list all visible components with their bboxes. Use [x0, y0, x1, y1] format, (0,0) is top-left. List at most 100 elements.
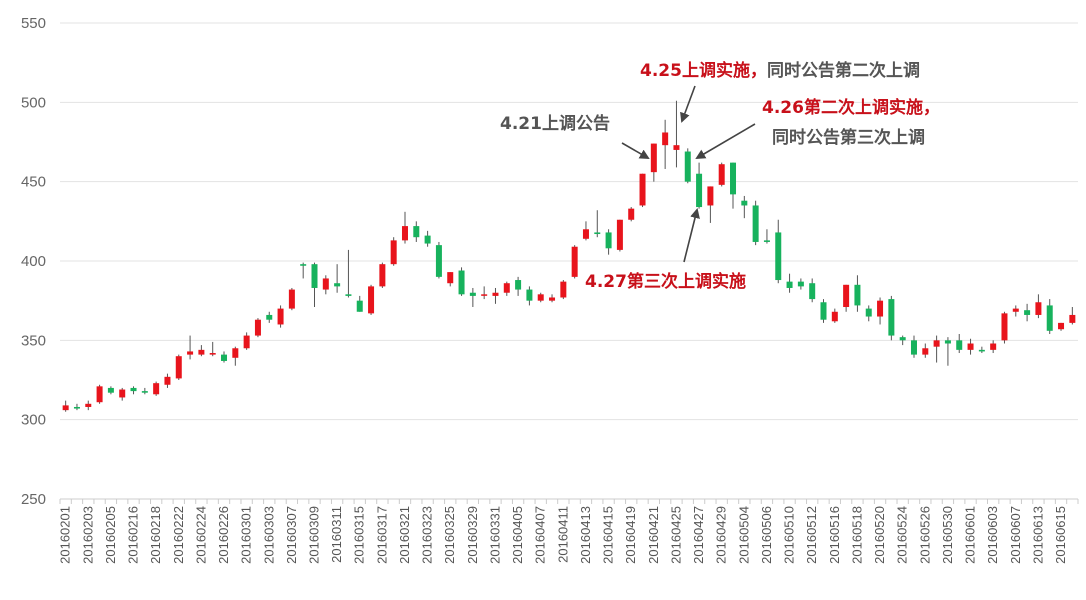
- candle-body-up: [707, 186, 714, 206]
- candle-body-down: [130, 387, 137, 392]
- candle-body-up: [322, 278, 329, 290]
- candle: [1035, 294, 1042, 319]
- candle-body-down: [221, 354, 228, 361]
- candle: [1001, 311, 1008, 344]
- candle: [990, 340, 997, 354]
- annotation: 4.26第二次上调实施，: [695, 97, 940, 160]
- candle-body-up: [967, 343, 974, 350]
- candle-body-down: [300, 264, 307, 266]
- x-tick-label: 20160203: [80, 506, 95, 564]
- candle-body-down: [978, 349, 985, 352]
- candle-body-down: [696, 173, 703, 208]
- x-tick-label: 20160601: [963, 506, 978, 564]
- gridlines: [60, 22, 1078, 500]
- candle-body-up: [390, 240, 397, 265]
- candle: [730, 162, 737, 209]
- candle: [356, 295, 363, 312]
- candle-body-up: [175, 356, 182, 379]
- x-tick-label: 20160524: [895, 506, 910, 564]
- candle-body-down: [730, 162, 737, 195]
- x-tick-label: 20160607: [1008, 506, 1023, 564]
- x-axis: 20160201 20160203 20160205 20160216 20160218…: [58, 498, 1079, 564]
- candle-body-up: [933, 340, 940, 347]
- candle: [831, 308, 838, 323]
- annotation-arrow: [680, 85, 696, 123]
- x-tick-label: 20160315: [352, 506, 367, 564]
- candle: [820, 299, 827, 323]
- candle-body-up: [232, 348, 239, 358]
- x-tick-label: 20160205: [103, 506, 118, 564]
- candle: [424, 230, 431, 247]
- candle-body-up: [922, 348, 929, 355]
- x-tick-label: 20160303: [261, 506, 276, 564]
- candle-body-down: [763, 240, 770, 242]
- candle: [254, 318, 261, 338]
- candle-body-up: [153, 383, 160, 395]
- x-tick-label: 20160419: [623, 506, 638, 564]
- candle: [707, 186, 714, 223]
- candle-body-up: [662, 132, 669, 146]
- candle: [786, 273, 793, 293]
- y-tick-label: 550: [21, 15, 46, 32]
- annotation-gray-part: 同时公告第二次上调: [767, 60, 920, 81]
- candle: [62, 400, 69, 412]
- candle: [877, 297, 884, 325]
- candle-body-up: [831, 311, 838, 322]
- candle: [221, 351, 228, 363]
- x-tick-label: 20160516: [827, 506, 842, 564]
- candle: [119, 387, 126, 401]
- x-tick-label: 20160321: [397, 506, 412, 564]
- annotation: 同时公告第三次上调: [772, 127, 925, 148]
- candle-body-down: [752, 205, 759, 242]
- candle-body-up: [718, 164, 725, 185]
- candle: [718, 162, 725, 187]
- candle-body-up: [673, 145, 680, 150]
- candle-body-up: [187, 351, 194, 355]
- candle-body-down: [854, 284, 861, 306]
- x-tick-label: 20160530: [940, 506, 955, 564]
- candle: [922, 343, 929, 358]
- candle-body-down: [311, 264, 318, 288]
- candle: [481, 286, 488, 300]
- candles: [62, 100, 1076, 412]
- candle-body-up: [628, 208, 635, 220]
- candle: [187, 335, 194, 360]
- candle: [288, 287, 295, 311]
- candle-body-down: [741, 200, 748, 206]
- y-tick-label: 350: [21, 332, 46, 349]
- candle-body-up: [639, 173, 646, 206]
- candle-body-up: [96, 386, 103, 403]
- candle: [96, 384, 103, 404]
- candle-body-down: [424, 235, 431, 244]
- candle-body-down: [435, 245, 442, 277]
- candle-body-up: [877, 300, 884, 317]
- x-tick-label: 20160520: [872, 506, 887, 564]
- candle: [741, 195, 748, 219]
- candle-body-up: [379, 264, 386, 287]
- y-axis-ticks: 250 300 350 400 450 500 550: [21, 15, 46, 508]
- x-tick-label: 20160216: [126, 506, 141, 564]
- candle: [368, 284, 375, 315]
- x-tick-label: 20160224: [193, 506, 208, 564]
- x-tick-label: 20160226: [216, 506, 231, 564]
- candle: [910, 335, 917, 358]
- annotation: 4.25上调实施，同时公告第二次上调: [640, 60, 920, 123]
- candle: [684, 148, 691, 184]
- x-tick-label: 20160201: [58, 506, 73, 564]
- candle: [266, 311, 273, 323]
- x-tick-label: 20160425: [668, 506, 683, 564]
- candle: [401, 211, 408, 244]
- x-tick-label: 20160317: [374, 506, 389, 564]
- x-tick-label: 20160518: [849, 506, 864, 564]
- candle-body-down: [797, 281, 804, 287]
- x-tick-label: 20160421: [646, 506, 661, 564]
- candle: [164, 373, 171, 388]
- candle-body-down: [141, 391, 148, 393]
- candle: [492, 287, 499, 304]
- annotation-text: 4.27第三次上调实施: [585, 271, 746, 292]
- x-tick-label: 20160407: [533, 506, 548, 564]
- candle-body-down: [910, 340, 917, 355]
- candle: [582, 221, 589, 241]
- candle-body-up: [209, 353, 216, 355]
